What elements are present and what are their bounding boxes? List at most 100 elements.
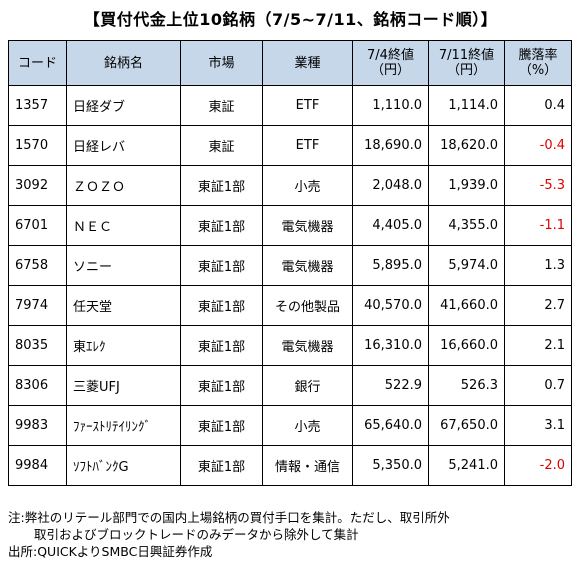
cell-close-0711: 5,241.0 (428, 445, 505, 486)
top10-table: コード 銘柄名 市場 業種 7/4終値 （円） 7/11終値 （円） 騰落率 （… (8, 40, 572, 486)
cell-market: 東証1部 (180, 165, 263, 206)
cell-industry: 小売 (262, 405, 353, 446)
header-change-label: 騰落率 (518, 48, 558, 63)
header-name: 銘柄名 (66, 40, 181, 86)
cell-name: ＮＥＣ (66, 205, 181, 246)
cell-close-0704: 18,690.0 (352, 125, 429, 166)
cell-change: -2.0 (504, 445, 572, 486)
cell-close-0704: 1,110.0 (352, 85, 429, 126)
table-row: 1357 日経ダブ 東証 ETF 1,110.0 1,114.0 0.4 (8, 85, 572, 126)
cell-code: 8035 (8, 325, 67, 366)
cell-code: 6758 (8, 245, 67, 286)
cell-close-0711: 1,114.0 (428, 85, 505, 126)
cell-industry: 銀行 (262, 365, 353, 406)
header-close-0711: 7/11終値 （円） (428, 40, 505, 86)
cell-change: 1.3 (504, 245, 572, 286)
cell-change: 2.1 (504, 325, 572, 366)
table-title: 【買付代金上位10銘柄（7/5~7/11、銘柄コード順）】 (83, 10, 498, 29)
cell-market: 東証1部 (180, 325, 263, 366)
cell-code: 9984 (8, 445, 67, 486)
header-close-0704-label: 7/4終値 (367, 48, 414, 63)
table-row: 7974 任天堂 東証1部 その他製品 40,570.0 41,660.0 2.7 (8, 285, 572, 326)
header-change-unit: （%） (518, 63, 558, 78)
cell-code: 3092 (8, 165, 67, 206)
cell-name: 日経ダブ (66, 85, 181, 126)
header-change: 騰落率 （%） (504, 40, 572, 86)
header-close-0711-label: 7/11終値 (438, 48, 495, 63)
table-row: 8035 東ｴﾚｸ 東証1部 電気機器 16,310.0 16,660.0 2.1 (8, 325, 572, 366)
cell-change: -1.1 (504, 205, 572, 246)
cell-change: 0.4 (504, 85, 572, 126)
cell-change: 3.1 (504, 405, 572, 446)
cell-market: 東証1部 (180, 445, 263, 486)
cell-market: 東証 (180, 85, 263, 126)
cell-close-0704: 4,405.0 (352, 205, 429, 246)
cell-code: 8306 (8, 365, 67, 406)
cell-close-0711: 18,620.0 (428, 125, 505, 166)
cell-close-0711: 1,939.0 (428, 165, 505, 206)
cell-change: -5.3 (504, 165, 572, 206)
cell-code: 1570 (8, 125, 67, 166)
cell-industry: 電気機器 (262, 205, 353, 246)
footnote-line-2: 取引およびブロックトレードのみデータから除外して集計 (34, 527, 359, 542)
cell-name: ＺＯＺＯ (66, 165, 181, 206)
table-row: 6758 ソニー 東証1部 電気機器 5,895.0 5,974.0 1.3 (8, 245, 572, 286)
footnote: 注:弊社のリテール部門での国内上場銘柄の買付手口を集計。ただし、取引所外 取引お… (8, 509, 450, 560)
cell-market: 東証1部 (180, 245, 263, 286)
source-line: 出所:QUICKよりSMBC日興証券作成 (8, 544, 213, 559)
header-code: コード (8, 40, 67, 86)
cell-close-0711: 5,974.0 (428, 245, 505, 286)
cell-close-0704: 16,310.0 (352, 325, 429, 366)
cell-industry: その他製品 (262, 285, 353, 326)
header-close-0704: 7/4終値 （円） (352, 40, 429, 86)
cell-close-0704: 5,895.0 (352, 245, 429, 286)
cell-close-0711: 41,660.0 (428, 285, 505, 326)
table-row: 3092 ＺＯＺＯ 東証1部 小売 2,048.0 1,939.0 -5.3 (8, 165, 572, 206)
cell-change: 0.7 (504, 365, 572, 406)
cell-name: ﾌｧｰｽﾄﾘﾃｲﾘﾝｸﾞ (66, 405, 181, 446)
cell-industry: 情報・通信 (262, 445, 353, 486)
cell-code: 9983 (8, 405, 67, 446)
header-close-0711-unit: （円） (446, 63, 486, 78)
cell-code: 1357 (8, 85, 67, 126)
cell-industry: 電気機器 (262, 325, 353, 366)
cell-close-0704: 40,570.0 (352, 285, 429, 326)
cell-change: 2.7 (504, 285, 572, 326)
footnote-line-1: 注:弊社のリテール部門での国内上場銘柄の買付手口を集計。ただし、取引所外 (8, 510, 450, 525)
cell-close-0704: 2,048.0 (352, 165, 429, 206)
cell-close-0711: 4,355.0 (428, 205, 505, 246)
cell-name: 三菱UFJ (66, 365, 181, 406)
cell-close-0711: 67,650.0 (428, 405, 505, 446)
cell-market: 東証1部 (180, 365, 263, 406)
cell-market: 東証1部 (180, 405, 263, 446)
cell-close-0711: 16,660.0 (428, 325, 505, 366)
cell-market: 東証1部 (180, 205, 263, 246)
cell-industry: ETF (262, 125, 353, 166)
cell-code: 6701 (8, 205, 67, 246)
cell-change: -0.4 (504, 125, 572, 166)
cell-name: ｿﾌﾄﾊﾞﾝｸG (66, 445, 181, 486)
cell-close-0704: 5,350.0 (352, 445, 429, 486)
table-row: 9983 ﾌｧｰｽﾄﾘﾃｲﾘﾝｸﾞ 東証1部 小売 65,640.0 67,650.0 3.… (8, 405, 572, 446)
cell-industry: 電気機器 (262, 245, 353, 286)
cell-name: 東ｴﾚｸ (66, 325, 181, 366)
header-close-0704-unit: （円） (370, 63, 410, 78)
cell-name: 日経レバ (66, 125, 181, 166)
table-row: 8306 三菱UFJ 東証1部 銀行 522.9 526.3 0.7 (8, 365, 572, 406)
header-industry: 業種 (262, 40, 353, 86)
cell-name: 任天堂 (66, 285, 181, 326)
table-row: 1570 日経レバ 東証 ETF 18,690.0 18,620.0 -0.4 (8, 125, 572, 166)
header-row: コード 銘柄名 市場 業種 7/4終値 （円） 7/11終値 （円） 騰落率 （… (8, 40, 572, 86)
cell-industry: 小売 (262, 165, 353, 206)
header-market: 市場 (180, 40, 263, 86)
cell-close-0704: 65,640.0 (352, 405, 429, 446)
cell-market: 東証 (180, 125, 263, 166)
cell-industry: ETF (262, 85, 353, 126)
cell-name: ソニー (66, 245, 181, 286)
table-row: 9984 ｿﾌﾄﾊﾞﾝｸG 東証1部 情報・通信 5,350.0 5,241.0 -2.0 (8, 445, 572, 486)
table-row: 6701 ＮＥＣ 東証1部 電気機器 4,405.0 4,355.0 -1.1 (8, 205, 572, 246)
cell-close-0711: 526.3 (428, 365, 505, 406)
cell-market: 東証1部 (180, 285, 263, 326)
cell-close-0704: 522.9 (352, 365, 429, 406)
cell-code: 7974 (8, 285, 67, 326)
